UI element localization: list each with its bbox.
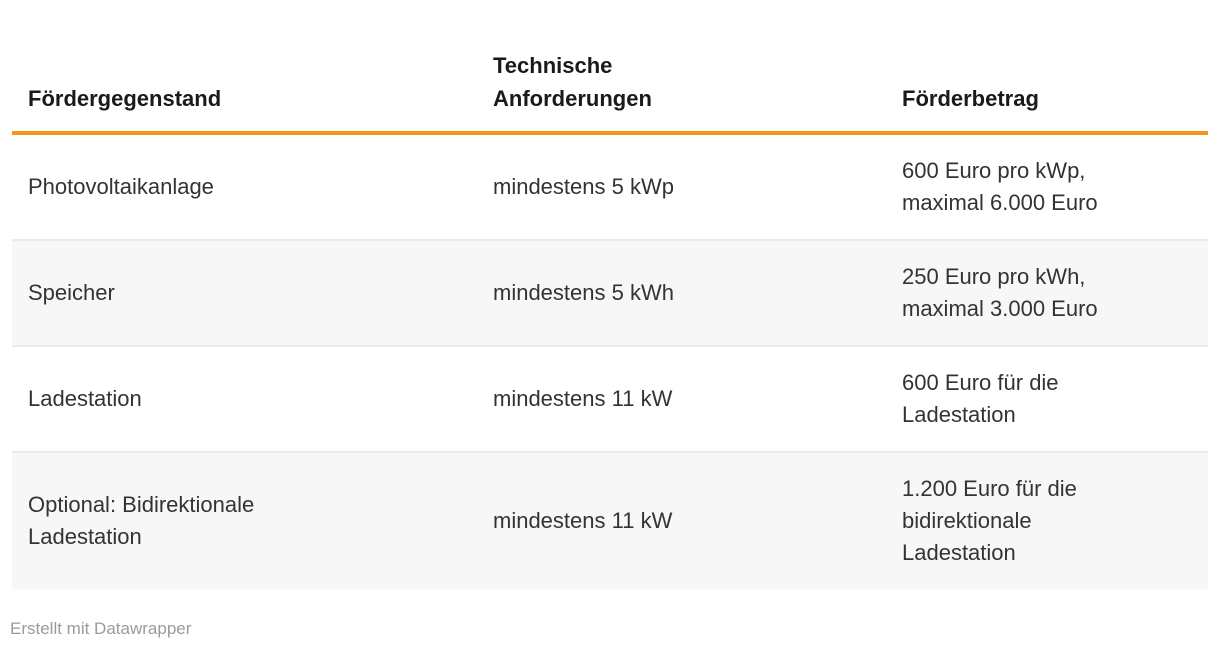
column-header-foerderbetrag: Förderbetrag [886,22,1208,135]
funding-table: Fördergegenstand Technische Anforderunge… [12,22,1208,589]
table-row-photovoltaikanlage: Photovoltaikanlage mindestens 5 kWp 600 … [12,133,1208,240]
cell-foerdergegenstand: Ladestation [12,345,477,452]
column-header-foerdergegenstand: Fördergegenstand [12,22,477,135]
cell-anforderung: mindestens 5 kWp [493,174,674,199]
cell-anforderung: mindestens 11 kW [477,451,886,589]
column-header-technische-anforderungen: Technische Anforderungen [477,22,886,135]
datawrapper-table-page: Fördergegenstand Technische Anforderunge… [10,22,1208,638]
table-row-ladestation: Ladestation mindestens 11 kW 600 Euro fü… [12,345,1208,452]
cell-betrag: 1.200 Euro für die bidirektionale Ladest… [886,451,1208,589]
cell-foerdergegenstand: Optional: Bidirektionale Ladestation [12,451,477,589]
cell-anforderung: mindestens 5 kWh [477,239,886,346]
cell-anforderung: mindestens 11 kW [477,345,886,452]
table-row-speicher: Speicher mindestens 5 kWh 250 Euro pro k… [12,239,1208,346]
datawrapper-attribution-link[interactable]: Erstellt mit Datawrapper [10,619,192,638]
column-header-label: Förderbetrag [902,86,1039,111]
cell-betrag: 600 Euro für die Ladestation [886,345,1208,452]
column-header-label: Fördergegenstand [28,86,222,111]
header-row: Fördergegenstand Technische Anforderunge… [12,22,1208,135]
column-header-label: Technische Anforderungen [493,53,652,111]
table-row-bidirektionale-ladestation: Optional: Bidirektionale Ladestation min… [12,451,1208,589]
cell-betrag: 250 Euro pro kWh, maximal 3.000 Euro [886,239,1208,346]
cell-foerdergegenstand: Photovoltaikanlage [28,174,214,199]
cell-betrag: 600 Euro pro kWp, maximal 6.000 Euro [902,158,1098,215]
cell-foerdergegenstand: Speicher [12,239,477,346]
